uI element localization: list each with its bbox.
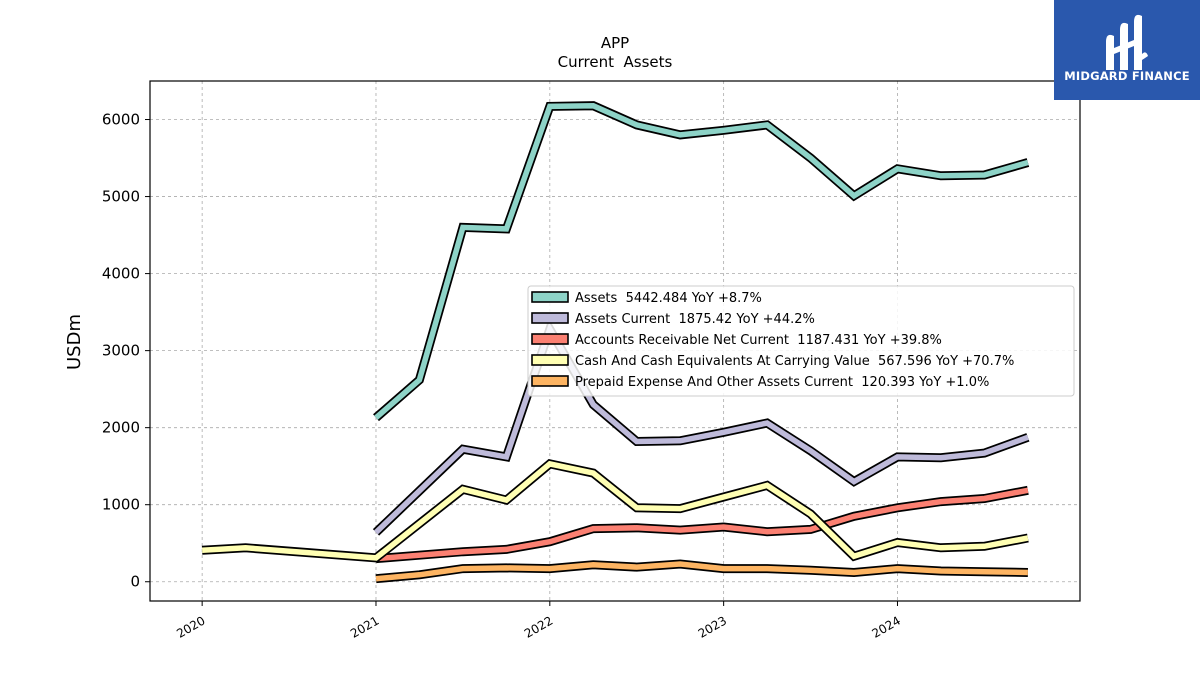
- x-tick-label: 2023: [696, 613, 729, 640]
- series-1: [372, 318, 1030, 536]
- legend-label: Cash And Cash Equivalents At Carrying Va…: [575, 354, 1014, 369]
- logo-name: MIDGARD FINANCE: [1064, 69, 1190, 83]
- series-2: [375, 485, 1029, 564]
- series-line: [375, 487, 1029, 562]
- series-0: [373, 101, 1030, 422]
- x-tick-label: 2020: [174, 613, 207, 640]
- midgard-finance-logo: MIDGARD FINANCE: [1054, 0, 1200, 100]
- legend-swatch: [531, 312, 569, 324]
- legend-box: [527, 285, 1075, 397]
- x-tick-label: 2022: [522, 613, 555, 640]
- logo-mark-icon: [1106, 14, 1148, 70]
- axis-ticks: 0 1000 2000 3000 4000 5000 6000 2020 2021 2022 202…: [102, 111, 903, 641]
- series-line: [374, 322, 1029, 535]
- legend-label: Assets Current 1875.42 YoY +44.2%: [575, 312, 815, 327]
- y-tick-label: 1000: [102, 496, 140, 514]
- chart-subtitle: Current Assets: [558, 53, 673, 71]
- y-tick-label: 3000: [102, 342, 140, 360]
- legend-label: Assets 5442.484 YoY +8.7%: [575, 291, 762, 306]
- legend-label: Accounts Receivable Net Current 1187.431…: [575, 333, 942, 348]
- plot-frame: [149, 80, 1081, 602]
- chart-title: APP: [601, 34, 629, 52]
- legend-label: Prepaid Expense And Other Assets Current…: [575, 375, 989, 390]
- series-line: [201, 460, 1029, 561]
- legend-swatch: [531, 291, 569, 303]
- series-line: [375, 561, 1028, 582]
- y-tick-label: 6000: [102, 111, 140, 129]
- series-line: [374, 102, 1029, 420]
- legend-swatch: [531, 375, 569, 387]
- legend: Assets 5442.484 YoY +8.7% Assets Current …: [527, 285, 1075, 397]
- series-4: [375, 559, 1028, 584]
- y-tick-label: 4000: [102, 265, 140, 283]
- x-tick-label: 2024: [870, 613, 903, 640]
- x-tick-label: 2021: [348, 613, 381, 640]
- y-tick-label: 0: [130, 573, 140, 591]
- series-lines: [201, 101, 1030, 584]
- y-tick-label: 5000: [102, 188, 140, 206]
- series-3: [201, 459, 1029, 563]
- legend-swatch: [531, 354, 569, 366]
- legend-swatch: [531, 333, 569, 345]
- y-axis-label: USDm: [64, 314, 85, 370]
- y-tick-label: 2000: [102, 419, 140, 437]
